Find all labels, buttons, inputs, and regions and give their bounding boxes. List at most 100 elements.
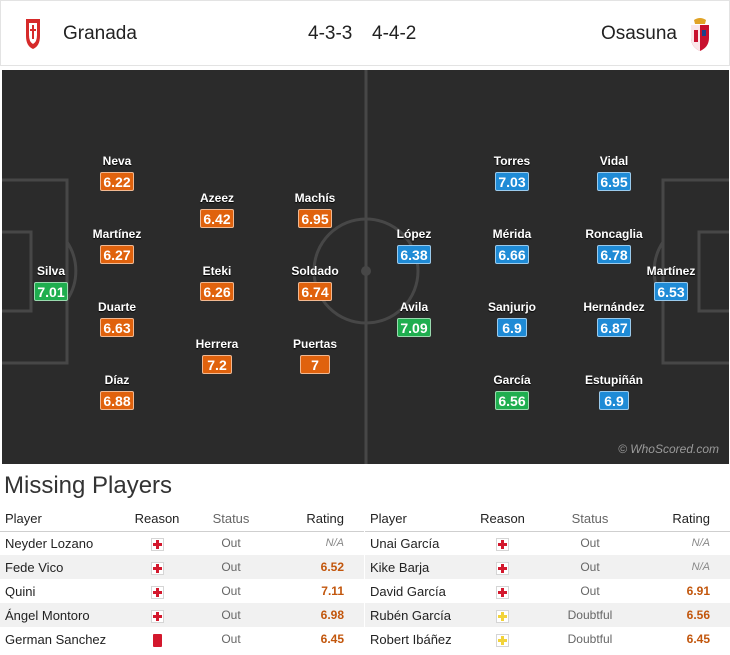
missing-player-name[interactable]: Ángel Montoro — [0, 603, 128, 627]
player-rating-badge: 6.27 — [100, 245, 134, 264]
player-name: Duarte — [97, 300, 136, 314]
player-rating-badge: 6.66 — [495, 245, 529, 264]
reason-cell — [470, 555, 535, 579]
home-missing-table: Player Reason Status Rating Neyder Lozan… — [0, 507, 364, 651]
away-missing-table: Player Reason Status Rating Unai García O… — [365, 507, 730, 651]
table-row: Robert Ibáñez Doubtful 6.45 — [365, 627, 730, 651]
injury-icon — [150, 561, 164, 575]
table-row: Unai García Out N/A — [365, 531, 730, 555]
missing-player-name[interactable]: Unai García — [370, 535, 440, 551]
player-name: Estupiñán — [584, 373, 643, 387]
pitch-markings — [2, 70, 729, 464]
pitch: Silva 7.01 Neva 6.22 Martínez 6.27 Duarte 6.63 D… — [2, 70, 729, 464]
status-cell: Out — [580, 536, 600, 551]
player-rating-badge: 6.9 — [497, 318, 527, 337]
player-name: Roncaglia — [585, 227, 643, 241]
doubtful-icon — [496, 609, 509, 623]
status-cell: Out — [221, 536, 241, 551]
home-player-marker[interactable]: Martínez 6.27 — [82, 227, 152, 265]
player-name: Torres — [493, 154, 531, 168]
away-player-marker[interactable]: Vidal 6.95 — [579, 154, 649, 192]
home-player-marker[interactable]: Puertas 7 — [280, 337, 350, 375]
osasuna-crest-icon — [691, 18, 709, 51]
missing-player-name[interactable]: Quini — [5, 583, 36, 599]
missing-player-name[interactable]: Fede Vico — [0, 555, 128, 579]
home-player-marker[interactable]: Neva 6.22 — [82, 154, 152, 192]
player-rating-badge: 6.87 — [597, 318, 631, 337]
player-name: Mérida — [492, 227, 532, 241]
away-player-marker[interactable]: García 6.56 — [477, 373, 547, 411]
col-reason: Reason — [128, 507, 186, 532]
home-player-marker[interactable]: Herrera 7.2 — [182, 337, 252, 375]
reason-cell — [128, 555, 186, 579]
table-row: Ángel Montoro Out 6.98 — [0, 603, 364, 627]
missing-player-name[interactable]: Neyder Lozano — [5, 535, 94, 551]
player-name: Díaz — [104, 373, 130, 387]
rating-cell: N/A — [645, 555, 730, 579]
reason-cell — [128, 531, 186, 555]
reason-cell — [470, 603, 535, 627]
missing-players-title: Missing Players — [4, 472, 173, 499]
home-player-marker[interactable]: Machís 6.95 — [280, 191, 350, 229]
player-rating-badge: 7.2 — [202, 355, 232, 374]
status-cell: Out — [535, 555, 645, 579]
player-rating-badge: 6.38 — [397, 245, 431, 264]
player-name: Martínez — [646, 264, 696, 278]
player-rating-badge: 6.26 — [200, 282, 234, 301]
away-player-marker[interactable]: Torres 7.03 — [477, 154, 547, 192]
home-player-marker[interactable]: Duarte 6.63 — [82, 300, 152, 338]
away-team-name[interactable]: Osasuna — [600, 23, 677, 44]
away-player-marker[interactable]: Avila 7.09 — [379, 300, 449, 338]
player-name: Soldado — [291, 264, 339, 278]
status-cell: Out — [186, 603, 276, 627]
missing-player-name[interactable]: Kike Barja — [365, 555, 470, 579]
red-card-icon — [152, 633, 162, 647]
missing-player-name[interactable]: Robert Ibáñez — [370, 631, 452, 647]
status-cell: Doubtful — [535, 603, 645, 627]
away-player-marker[interactable]: Roncaglia 6.78 — [579, 227, 649, 265]
player-name: Vidal — [599, 154, 629, 168]
col-rating: Rating — [276, 507, 364, 532]
home-formation: 4-3-3 — [308, 23, 353, 44]
rating-cell: 6.91 — [686, 584, 710, 598]
table-header-row: Player Reason Status Rating — [365, 507, 730, 532]
home-player-marker[interactable]: Soldado 6.74 — [280, 264, 350, 302]
away-player-marker[interactable]: Estupiñán 6.9 — [579, 373, 649, 411]
reason-cell — [470, 627, 535, 651]
missing-player-name[interactable]: Rubén García — [365, 603, 470, 627]
rating-cell: 6.45 — [320, 632, 344, 646]
home-team-name[interactable]: Granada — [63, 23, 137, 44]
reason-cell — [128, 579, 186, 603]
player-rating-badge: 7.09 — [397, 318, 431, 337]
player-rating-badge: 7.01 — [34, 282, 68, 301]
missing-player-name[interactable]: German Sanchez — [5, 631, 107, 647]
table-row: Quini Out 7.11 — [0, 579, 364, 603]
status-cell: Out — [580, 584, 600, 598]
away-player-marker[interactable]: Mérida 6.66 — [477, 227, 547, 265]
rating-cell: 6.52 — [276, 555, 364, 579]
injury-icon — [496, 585, 509, 599]
player-rating-badge: 6.63 — [100, 318, 134, 337]
away-player-marker[interactable]: Martínez 6.53 — [636, 264, 706, 302]
home-player-marker[interactable]: Azeez 6.42 — [182, 191, 252, 229]
col-player: Player — [365, 507, 470, 532]
col-status: Status — [535, 507, 645, 532]
home-player-marker[interactable]: Díaz 6.88 — [82, 373, 152, 411]
player-rating-badge: 6.74 — [298, 282, 332, 301]
col-status: Status — [186, 507, 276, 532]
injury-icon — [150, 609, 164, 623]
home-player-marker[interactable]: Eteki 6.26 — [182, 264, 252, 302]
away-player-marker[interactable]: Hernández 6.87 — [579, 300, 649, 338]
table-row: Neyder Lozano Out N/A — [0, 531, 364, 555]
player-rating-badge: 6.53 — [654, 282, 688, 301]
table-header-row: Player Reason Status Rating — [0, 507, 364, 532]
player-name: García — [493, 373, 531, 387]
home-player-marker[interactable]: Silva 7.01 — [16, 264, 86, 302]
away-player-marker[interactable]: Sanjurjo 6.9 — [477, 300, 547, 338]
away-player-marker[interactable]: López 6.38 — [379, 227, 449, 265]
missing-player-name[interactable]: David García — [370, 583, 446, 599]
player-name: Sanjurjo — [487, 300, 536, 314]
rating-cell: 6.56 — [645, 603, 730, 627]
granada-crest-icon — [26, 19, 40, 49]
table-row: German Sanchez Out 6.45 — [0, 627, 364, 651]
